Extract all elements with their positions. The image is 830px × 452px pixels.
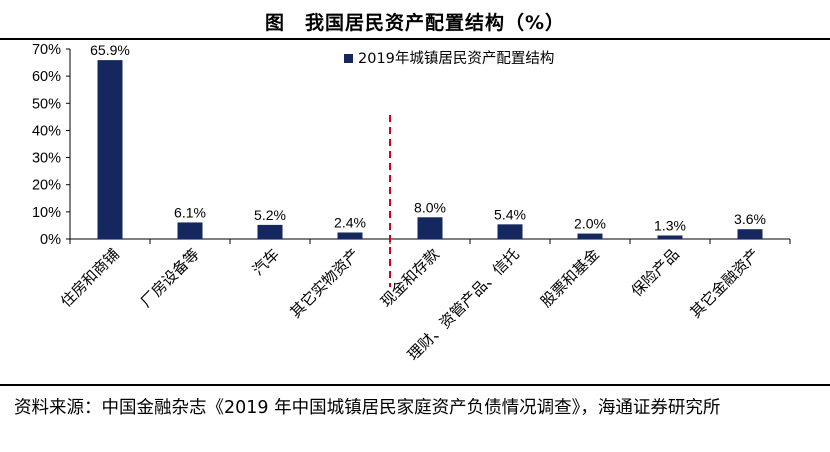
data-label: 5.4%: [494, 206, 526, 222]
data-label: 6.1%: [174, 204, 206, 220]
data-label: 65.9%: [90, 42, 130, 58]
source-note: 资料来源：中国金融杂志《2019 年中国城镇居民家庭资产负债情况调查》，海通证券…: [14, 398, 721, 418]
category-label: 住房和商铺: [57, 245, 123, 311]
bar: [657, 235, 683, 239]
data-label: 5.2%: [254, 207, 286, 223]
y-tick-label: 30%: [32, 151, 61, 167]
data-label: 2.4%: [334, 214, 366, 230]
y-tick-label: 70%: [32, 42, 61, 58]
title-bar: 图 我国居民资产配置结构（%）: [0, 0, 830, 40]
legend-swatch: [344, 54, 353, 63]
category-label: 汽车: [249, 245, 283, 279]
category-label: 股票和基金: [537, 245, 603, 311]
category-label: 现金和存款: [377, 245, 443, 311]
bar: [577, 233, 603, 239]
bar: [417, 217, 443, 239]
bar: [177, 222, 203, 239]
category-label: 保险产品: [628, 245, 683, 300]
y-tick-label: 60%: [32, 69, 61, 85]
y-tick-label: 10%: [32, 205, 61, 221]
legend-label: 2019年城镇居民资产配置结构: [358, 50, 554, 67]
data-label: 2.0%: [574, 216, 606, 232]
y-tick-label: 0%: [40, 232, 61, 248]
source-bar: 资料来源：中国金融杂志《2019 年中国城镇居民家庭资产负债情况调查》，海通证券…: [0, 384, 830, 452]
category-label: 其它实物资产: [286, 245, 362, 321]
bar: [497, 224, 523, 239]
y-tick-label: 40%: [32, 123, 61, 139]
y-tick-label: 50%: [32, 96, 61, 112]
data-label: 3.6%: [734, 211, 766, 227]
bar-chart: 0% 10% 20% 30% 40% 50% 60% 70% 65.9% 住房和商铺 6.1% 厂房设…: [32, 42, 791, 364]
bar: [737, 229, 763, 239]
bar: [257, 224, 283, 239]
chart-title: 图 我国居民资产配置结构（%）: [264, 12, 566, 34]
y-tick-label: 20%: [32, 178, 61, 194]
data-label: 8.0%: [414, 199, 446, 215]
category-label: 其它金融资产: [686, 245, 762, 321]
category-label: 厂房设备等: [137, 245, 203, 311]
data-label: 1.3%: [654, 217, 686, 233]
bar: [337, 232, 363, 239]
bar: [97, 60, 123, 239]
